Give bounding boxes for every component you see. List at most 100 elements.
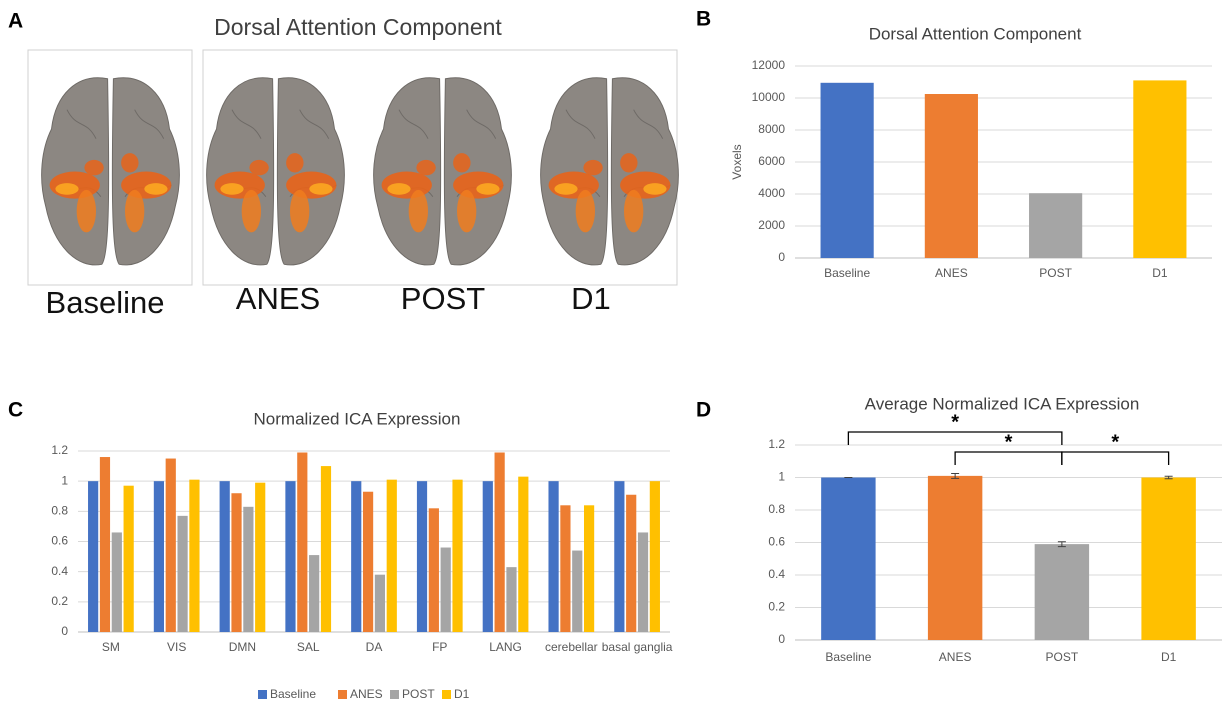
- panel-letter: D: [696, 399, 711, 422]
- bar: [928, 476, 982, 640]
- bar: [1035, 544, 1089, 640]
- x-tick-label: SM: [102, 640, 120, 654]
- y-tick-label: 6000: [758, 154, 785, 168]
- bar: [626, 495, 636, 632]
- bar: [321, 466, 331, 632]
- bar: [363, 492, 373, 632]
- y-tick-label: 1.2: [51, 443, 68, 457]
- bar: [166, 459, 176, 632]
- x-tick-label: DMN: [229, 640, 256, 654]
- chart-title: Dorsal Attention Component: [869, 24, 1082, 43]
- x-tick-label: DA: [366, 640, 383, 654]
- y-tick-label: 0: [778, 632, 785, 646]
- condition-label: Baseline: [46, 285, 165, 320]
- condition-label: D1: [571, 281, 611, 316]
- x-tick-label: SAL: [297, 640, 320, 654]
- bar: [572, 551, 582, 632]
- bar: [638, 532, 648, 632]
- bar: [429, 508, 439, 632]
- bar: [417, 481, 427, 632]
- condition-label: POST: [401, 281, 485, 316]
- bar: [100, 457, 110, 632]
- bar: [220, 481, 230, 632]
- bar: [231, 493, 241, 632]
- bar: [441, 548, 451, 632]
- significance-bracket: [1062, 452, 1169, 465]
- y-tick-label: 2000: [758, 218, 785, 232]
- bar: [124, 486, 134, 632]
- bar: [483, 481, 493, 632]
- bar: [255, 483, 265, 632]
- bar: [154, 481, 164, 632]
- y-tick-label: 0.8: [768, 502, 785, 516]
- legend-label: ANES: [350, 687, 383, 701]
- bar: [452, 480, 462, 632]
- y-tick-label: 0.2: [51, 594, 68, 608]
- bar: [112, 532, 122, 632]
- y-axis-label: Voxels: [730, 144, 744, 179]
- x-tick-label: D1: [1152, 266, 1168, 280]
- x-tick-label: Baseline: [825, 650, 871, 664]
- x-tick-label: POST: [1039, 266, 1072, 280]
- bar: [506, 567, 516, 632]
- legend-label: D1: [454, 687, 470, 701]
- significance-label: *: [1005, 431, 1013, 453]
- legend-swatch: [258, 690, 267, 699]
- chart-title: Average Normalized ICA Expression: [865, 394, 1140, 413]
- bar: [1133, 80, 1186, 258]
- x-tick-label: Baseline: [824, 266, 870, 280]
- bar: [177, 516, 187, 632]
- y-tick-label: 0: [61, 624, 68, 638]
- x-tick-label: ANES: [935, 266, 968, 280]
- x-tick-label: ANES: [939, 650, 972, 664]
- legend-swatch: [442, 690, 451, 699]
- panel-letter: C: [8, 399, 23, 422]
- chart-title: Normalized ICA Expression: [254, 409, 461, 428]
- bar: [821, 478, 875, 641]
- x-tick-label: D1: [1161, 650, 1177, 664]
- y-tick-label: 0.8: [51, 504, 68, 518]
- panel-letter: A: [8, 10, 23, 33]
- bar: [297, 453, 307, 632]
- bar: [584, 505, 594, 632]
- bar: [560, 505, 570, 632]
- condition-label: ANES: [236, 281, 320, 316]
- bar: [309, 555, 319, 632]
- y-tick-label: 10000: [752, 90, 786, 104]
- x-tick-label: FP: [432, 640, 447, 654]
- bar: [243, 507, 253, 632]
- y-tick-label: 1: [61, 473, 68, 487]
- bar: [88, 481, 98, 632]
- y-tick-label: 0.4: [51, 564, 68, 578]
- bar: [351, 481, 361, 632]
- bar: [189, 480, 199, 632]
- bar: [821, 83, 874, 258]
- legend-label: Baseline: [270, 687, 316, 701]
- y-tick-label: 1.2: [768, 437, 785, 451]
- x-tick-label: POST: [1046, 650, 1079, 664]
- bar: [925, 94, 978, 258]
- bar: [387, 480, 397, 632]
- panel-letter: B: [696, 8, 711, 31]
- bar: [518, 477, 528, 632]
- bar: [548, 481, 558, 632]
- y-tick-label: 12000: [752, 58, 786, 72]
- x-tick-label: cerebellar: [545, 640, 598, 654]
- figure: Dorsal Attention Component Baseline ANES…: [0, 0, 1225, 704]
- panel-title: Dorsal Attention Component: [214, 14, 502, 40]
- y-tick-label: 0.4: [768, 567, 785, 581]
- bar: [495, 453, 505, 632]
- y-tick-label: 0.6: [768, 535, 785, 549]
- y-tick-label: 4000: [758, 186, 785, 200]
- y-tick-label: 0.6: [51, 534, 68, 548]
- legend-swatch: [338, 690, 347, 699]
- significance-label: *: [1111, 431, 1119, 453]
- bar: [1029, 193, 1082, 258]
- y-tick-label: 8000: [758, 122, 785, 136]
- y-tick-label: 0: [778, 250, 785, 264]
- x-tick-label: VIS: [167, 640, 186, 654]
- x-tick-label: LANG: [489, 640, 522, 654]
- bar: [285, 481, 295, 632]
- significance-bracket: [955, 452, 1062, 465]
- bar: [1141, 478, 1195, 641]
